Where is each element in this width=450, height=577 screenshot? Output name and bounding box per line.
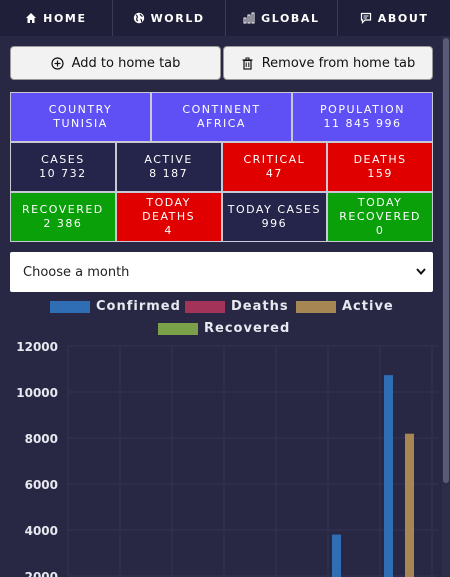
critical-value: 47 bbox=[265, 167, 283, 180]
chart-bar-confirmed bbox=[332, 534, 341, 577]
today-recovered-label-1: TODAY bbox=[357, 196, 403, 209]
today-cases-cell: TODAY CASES 996 bbox=[221, 192, 328, 242]
remove-from-home-label: Remove from home tab bbox=[261, 55, 416, 71]
population-cell: POPULATION 11 845 996 bbox=[292, 92, 433, 142]
today-cases-label: TODAY CASES bbox=[227, 203, 321, 216]
continent-cell: CONTINENT AFRICA bbox=[151, 92, 292, 142]
today-deaths-label-2: DEATHS bbox=[142, 210, 196, 223]
nav-global[interactable]: GLOBAL bbox=[226, 0, 339, 36]
active-cell: ACTIVE 8 187 bbox=[115, 142, 222, 192]
deaths-cell: DEATHS 159 bbox=[327, 142, 433, 192]
legend-active[interactable]: Active bbox=[296, 299, 394, 314]
deaths-value: 159 bbox=[367, 167, 393, 180]
legend-recovered[interactable]: Recovered bbox=[158, 321, 290, 336]
critical-cell: CRITICAL 47 bbox=[221, 142, 328, 192]
y-tick-label: 8000 bbox=[25, 432, 58, 446]
legend-deaths[interactable]: Deaths bbox=[185, 299, 289, 314]
legend-active-swatch bbox=[296, 300, 336, 313]
chart-bar-confirmed bbox=[384, 375, 393, 577]
continent-value: AFRICA bbox=[197, 117, 246, 130]
today-recovered-cell: TODAY RECOVERED 0 bbox=[327, 192, 433, 242]
chart-legend: Confirmed Deaths Active Recovered bbox=[0, 299, 450, 339]
trash-icon bbox=[242, 57, 253, 70]
recovered-cell: RECOVERED 2 386 bbox=[10, 192, 116, 242]
today-deaths-value: 4 bbox=[164, 224, 173, 237]
chart-bar-active bbox=[405, 433, 414, 577]
today-recovered-value: 0 bbox=[375, 224, 385, 237]
cases-label: CASES bbox=[41, 153, 85, 166]
chat-icon bbox=[360, 12, 371, 24]
today-cases-value: 996 bbox=[261, 217, 288, 230]
y-tick-label: 12000 bbox=[16, 340, 58, 354]
recovered-label: RECOVERED bbox=[21, 203, 104, 216]
cases-bar-chart: 12000 10000 8000 6000 4000 2000 bbox=[16, 340, 438, 577]
cases-cell: CASES 10 732 bbox=[10, 142, 116, 192]
home-icon bbox=[26, 13, 37, 23]
nav-home[interactable]: HOME bbox=[0, 0, 113, 36]
country-cell: COUNTRY TUNISIA bbox=[10, 92, 151, 142]
country-label: COUNTRY bbox=[48, 103, 113, 116]
add-to-home-button[interactable]: Add to home tab bbox=[10, 46, 221, 80]
y-tick-label: 4000 bbox=[25, 524, 58, 538]
nav-about-label: ABOUT bbox=[377, 11, 429, 25]
month-select[interactable]: Choose a month bbox=[10, 252, 433, 292]
bar-chart-icon bbox=[243, 12, 255, 24]
cases-value: 10 732 bbox=[39, 167, 87, 180]
critical-label: CRITICAL bbox=[243, 153, 306, 166]
legend-confirmed-swatch bbox=[50, 300, 90, 313]
today-deaths-label-1: TODAY bbox=[146, 196, 191, 209]
population-label: POPULATION bbox=[320, 103, 405, 116]
globe-icon bbox=[133, 12, 144, 24]
stats-row-info: COUNTRY TUNISIA CONTINENT AFRICA POPULAT… bbox=[10, 92, 433, 142]
country-value: TUNISIA bbox=[53, 117, 108, 130]
today-deaths-cell: TODAY DEATHS 4 bbox=[115, 192, 222, 242]
top-nav: HOME WORLD GLOBAL ABOUT bbox=[0, 0, 450, 36]
y-tick-label: 2000 bbox=[25, 570, 58, 577]
y-tick-label: 6000 bbox=[25, 478, 58, 492]
legend-deaths-swatch bbox=[185, 300, 225, 313]
stats-row-cases: CASES 10 732 ACTIVE 8 187 CRITICAL 47 DE… bbox=[10, 142, 433, 192]
today-recovered-label-2: RECOVERED bbox=[339, 210, 422, 223]
deaths-label: DEATHS bbox=[353, 153, 407, 166]
scrollbar-thumb[interactable] bbox=[443, 38, 449, 483]
nav-global-label: GLOBAL bbox=[261, 11, 320, 25]
legend-active-label: Active bbox=[342, 299, 394, 314]
nav-world[interactable]: WORLD bbox=[113, 0, 226, 36]
legend-recovered-label: Recovered bbox=[204, 321, 291, 336]
population-value: 11 845 996 bbox=[323, 117, 402, 130]
legend-deaths-label: Deaths bbox=[231, 299, 289, 314]
legend-confirmed[interactable]: Confirmed bbox=[50, 299, 181, 314]
legend-recovered-swatch bbox=[158, 322, 198, 335]
active-label: ACTIVE bbox=[144, 153, 193, 166]
stats-row-today: RECOVERED 2 386 TODAY DEATHS 4 TODAY CAS… bbox=[10, 192, 433, 242]
active-value: 8 187 bbox=[149, 167, 189, 180]
continent-label: CONTINENT bbox=[182, 103, 261, 116]
plus-circle-icon bbox=[50, 56, 64, 70]
chevron-down-icon bbox=[416, 268, 426, 276]
legend-confirmed-label: Confirmed bbox=[96, 299, 181, 314]
recovered-value: 2 386 bbox=[43, 217, 83, 230]
nav-world-label: WORLD bbox=[150, 11, 205, 25]
nav-about[interactable]: ABOUT bbox=[338, 0, 450, 36]
y-tick-label: 10000 bbox=[16, 386, 58, 400]
remove-from-home-button[interactable]: Remove from home tab bbox=[223, 46, 433, 80]
month-select-value: Choose a month bbox=[23, 264, 130, 280]
nav-home-label: HOME bbox=[43, 11, 87, 25]
add-to-home-label: Add to home tab bbox=[71, 55, 181, 71]
